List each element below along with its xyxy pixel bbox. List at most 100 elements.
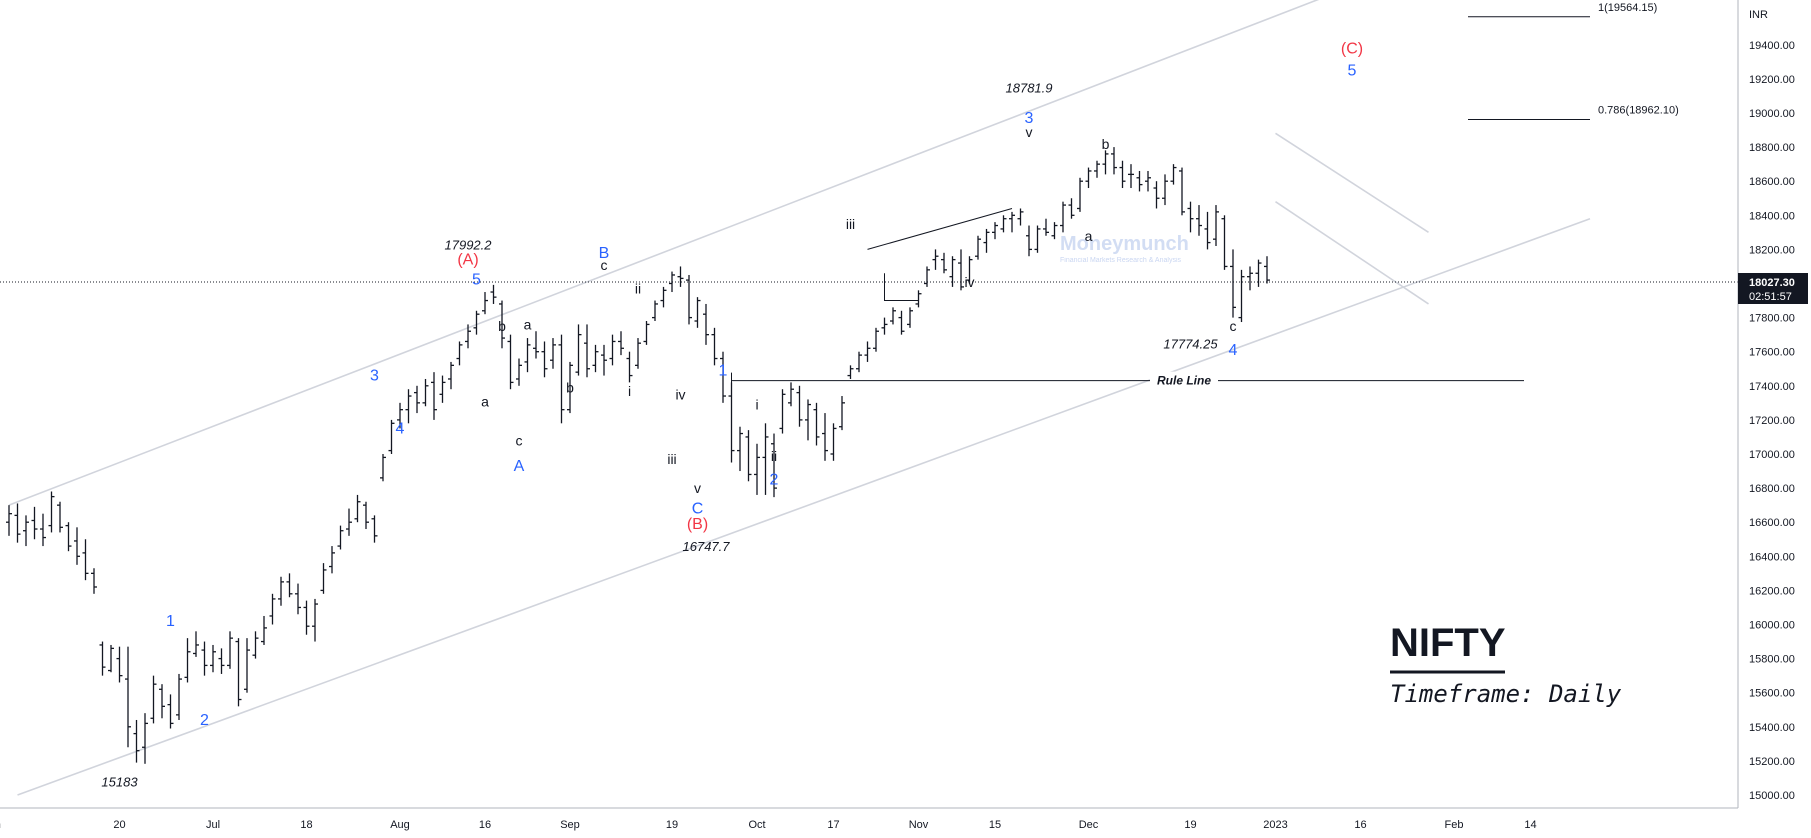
ohlc-bar[interactable]: [839, 396, 845, 431]
ohlc-bar[interactable]: [1255, 259, 1262, 287]
ohlc-bar[interactable]: [159, 684, 165, 719]
ohlc-bar[interactable]: [1094, 160, 1100, 178]
ohlc-bar[interactable]: [720, 351, 726, 403]
ending-channel-bottom[interactable]: [1275, 200, 1429, 305]
ohlc-bar[interactable]: [176, 673, 182, 720]
ohlc-bar[interactable]: [762, 423, 769, 495]
ohlc-bar[interactable]: [405, 389, 412, 424]
ohlc-bar[interactable]: [439, 375, 446, 403]
ohlc-bar[interactable]: [1162, 174, 1168, 206]
ohlc-bar[interactable]: [1051, 222, 1058, 240]
ohlc-bar[interactable]: [133, 719, 140, 763]
ohlc-bar[interactable]: [65, 522, 72, 552]
ohlc-bar[interactable]: [150, 675, 157, 724]
ohlc-bar[interactable]: [890, 307, 896, 325]
ohlc-bar[interactable]: [745, 430, 752, 482]
ohlc-bar[interactable]: [1213, 205, 1219, 246]
ohlc-bar[interactable]: [975, 235, 981, 260]
ohlc-bar[interactable]: [779, 389, 786, 434]
ohlc-bar[interactable]: [711, 327, 718, 366]
ohlc-bar[interactable]: [983, 228, 990, 253]
ohlc-bar[interactable]: [796, 385, 803, 427]
ohlc-bar[interactable]: [414, 385, 420, 414]
ohlc-bar[interactable]: [1085, 167, 1092, 189]
time-axis[interactable]: Jun 20 Jul 18 Aug 16 Sep 19 Oct 17 Nov 15 Dec 19 2023 1…: [0, 807, 1738, 838]
ohlc-bar[interactable]: [184, 638, 191, 683]
price-axis[interactable]: INR 15000.00 15200.00 15400.00 15600.00 1580…: [1737, 0, 1811, 838]
ohlc-bar[interactable]: [193, 631, 199, 657]
ohlc-bar[interactable]: [303, 600, 310, 635]
ohlc-bar[interactable]: [482, 292, 488, 315]
ohlc-bar[interactable]: [949, 256, 956, 287]
ohlc-bar[interactable]: [643, 321, 650, 345]
ohlc-bar[interactable]: [771, 433, 777, 498]
ohlc-bar[interactable]: [371, 515, 378, 543]
ohlc-bar[interactable]: [142, 713, 148, 764]
ohlc-bar[interactable]: [1068, 198, 1075, 219]
ohlc-bar[interactable]: [550, 338, 556, 369]
ohlc-bar[interactable]: [227, 631, 233, 669]
ohlc-bar[interactable]: [448, 361, 454, 390]
ohlc-bar[interactable]: [592, 344, 599, 373]
ohlc-bar[interactable]: [873, 327, 879, 352]
ohlc-bar[interactable]: [626, 351, 633, 383]
ohlc-bar[interactable]: [524, 338, 531, 373]
ohlc-bar[interactable]: [737, 426, 743, 472]
ohlc-bar[interactable]: [830, 423, 837, 461]
ohlc-bar[interactable]: [261, 615, 267, 645]
ohlc-bar[interactable]: [822, 413, 828, 461]
ohlc-bar[interactable]: [422, 378, 429, 407]
ohlc-bar[interactable]: [74, 527, 80, 565]
ohlc-bar[interactable]: [1230, 249, 1236, 318]
ohlc-bar[interactable]: [1034, 225, 1041, 253]
ohlc-bar[interactable]: [431, 372, 437, 420]
annotation-lines[interactable]: Rule Line 1(19564.15) 0.786(18962.10): [731, 2, 1679, 390]
ohlc-bar[interactable]: [473, 310, 480, 335]
ohlc-bar[interactable]: [1204, 211, 1211, 250]
ohlc-bar[interactable]: [320, 563, 327, 594]
ohlc-bar[interactable]: [541, 341, 548, 378]
ohlc-bar[interactable]: [380, 454, 386, 482]
ohlc-bar[interactable]: [499, 300, 505, 349]
ohlc-bar[interactable]: [941, 252, 947, 274]
ohlc-bar[interactable]: [397, 402, 403, 429]
ohlc-bar[interactable]: [507, 334, 514, 390]
ohlc-bar[interactable]: [1060, 201, 1066, 233]
ohlc-bar[interactable]: [575, 324, 582, 376]
ohlc-bar[interactable]: [677, 266, 684, 287]
ohlc-bar[interactable]: [235, 638, 242, 707]
ohlc-bar[interactable]: [1043, 218, 1049, 236]
ohlc-bar[interactable]: [635, 338, 641, 369]
ohlc-bar[interactable]: [1187, 201, 1194, 233]
ohlc-bar[interactable]: [847, 365, 854, 379]
ohlc-bar[interactable]: [856, 351, 862, 373]
ohlc-bars[interactable]: [6, 147, 1270, 764]
ohlc-bar[interactable]: [1145, 170, 1151, 192]
ohlc-bar[interactable]: [6, 505, 12, 536]
ohlc-bar[interactable]: [618, 331, 624, 356]
ohlc-bar[interactable]: [23, 515, 29, 547]
channel-lines[interactable]: [8, 0, 1591, 796]
ohlc-bar[interactable]: [754, 443, 760, 495]
ohlc-bar[interactable]: [201, 641, 208, 676]
ohlc-bar[interactable]: [99, 641, 106, 676]
ohlc-bar[interactable]: [1247, 266, 1253, 291]
ohlc-bar[interactable]: [694, 297, 701, 328]
ohlc-bar[interactable]: [516, 358, 522, 386]
ohlc-bar[interactable]: [125, 646, 131, 748]
ohlc-bar[interactable]: [601, 344, 607, 376]
ohlc-bar[interactable]: [31, 506, 38, 540]
ohlc-bar[interactable]: [388, 419, 395, 454]
ohlc-bar[interactable]: [1128, 164, 1134, 189]
ohlc-bar[interactable]: [82, 539, 89, 581]
diagonal-trendline[interactable]: [867, 207, 1013, 250]
ohlc-bar[interactable]: [210, 644, 216, 673]
ohlc-bar[interactable]: [57, 501, 63, 533]
ohlc-bar[interactable]: [346, 508, 352, 536]
ohlc-bar[interactable]: [91, 568, 97, 594]
ohlc-bar[interactable]: [1009, 211, 1015, 233]
ohlc-bar[interactable]: [465, 324, 471, 349]
ohlc-bar[interactable]: [584, 324, 590, 378]
ohlc-bar[interactable]: [788, 382, 794, 407]
